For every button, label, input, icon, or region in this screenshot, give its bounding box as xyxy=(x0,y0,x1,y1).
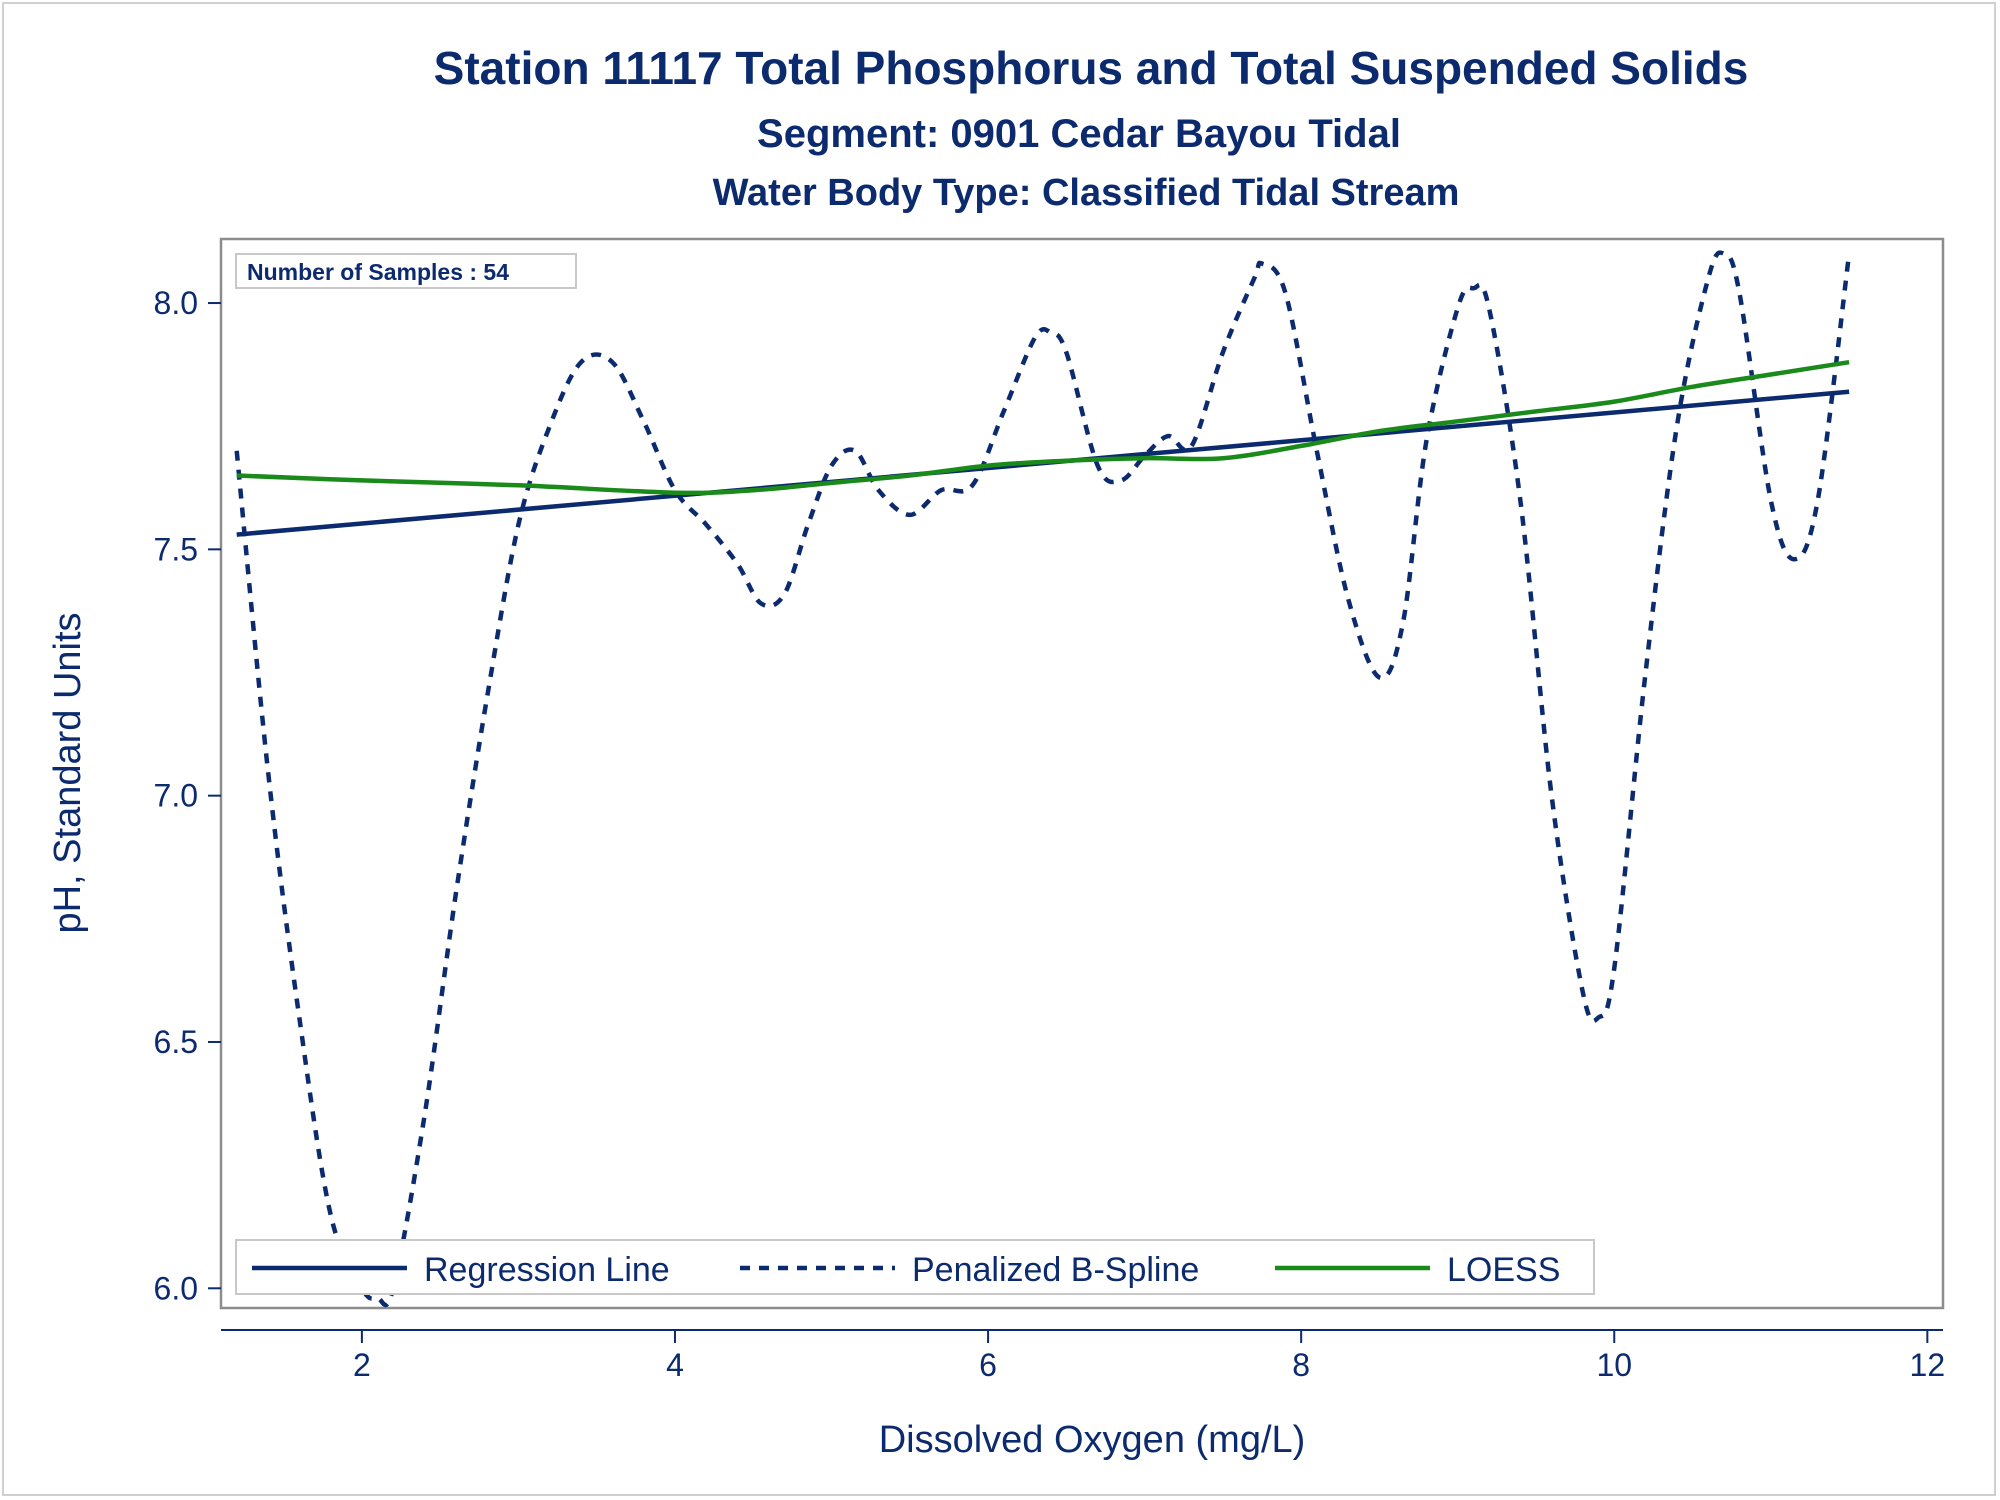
x-tick-label: 6 xyxy=(979,1347,997,1383)
chart-subtitle: Segment: 0901 Cedar Bayou Tidal xyxy=(757,112,1401,156)
y-axis-label: pH, Standard Units xyxy=(47,612,89,933)
y-tick-label: 8.0 xyxy=(154,285,198,321)
legend-label-bspline: Penalized B-Spline xyxy=(912,1251,1199,1289)
x-axis: 2 4 6 8 10 12 xyxy=(353,1330,1945,1383)
x-tick-label: 2 xyxy=(353,1347,371,1383)
y-axis: 6.0 6.5 7.0 7.5 8.0 xyxy=(154,285,221,1306)
legend-label-loess: LOESS xyxy=(1447,1251,1560,1289)
sample-count-box xyxy=(235,253,577,289)
chart-title: Station 11117 Total Phosphorus and Total… xyxy=(434,42,1749,94)
legend: Regression Line Penalized B-Spline LOESS xyxy=(235,1239,1595,1295)
x-tick-label: 12 xyxy=(1910,1347,1946,1383)
x-tick-label: 4 xyxy=(666,1347,684,1383)
series-penalized-bspline xyxy=(234,250,1852,1308)
series-layer xyxy=(234,250,1852,1308)
y-tick-label: 6.0 xyxy=(154,1270,198,1306)
x-axis-label: Dissolved Oxygen (mg/L) xyxy=(879,1419,1306,1461)
series-loess xyxy=(236,359,1850,496)
y-tick-label: 6.5 xyxy=(154,1024,198,1060)
x-tick-label: 10 xyxy=(1596,1347,1632,1383)
legend-label-regression: Regression Line xyxy=(424,1251,670,1289)
plot-area xyxy=(219,237,1945,1310)
y-tick-label: 7.5 xyxy=(154,531,198,567)
sample-count-text: Number of Samples : 54 xyxy=(247,259,509,285)
x-tick-label: 8 xyxy=(1292,1347,1310,1383)
chart-subtitle-2: Water Body Type: Classified Tidal Stream xyxy=(713,172,1460,214)
y-tick-label: 7.0 xyxy=(154,778,198,814)
